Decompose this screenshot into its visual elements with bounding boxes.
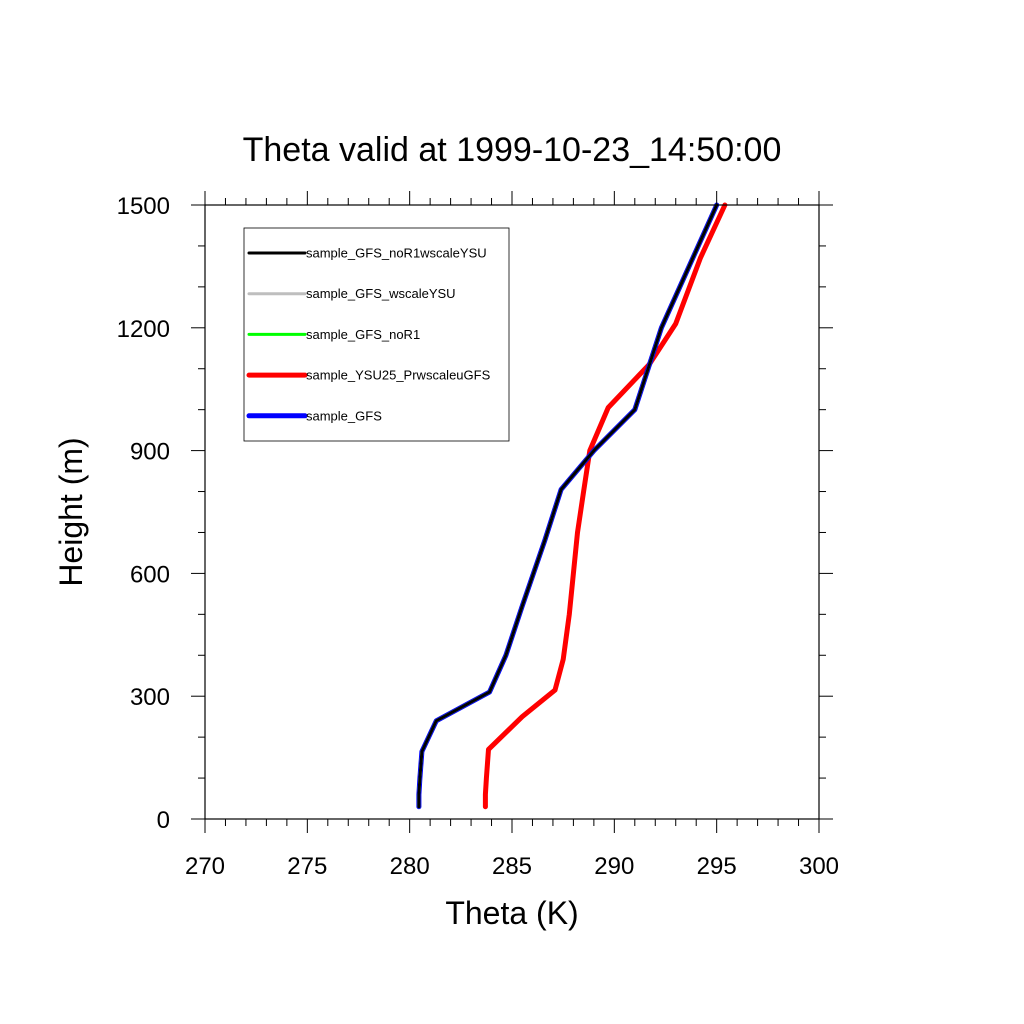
y-tick-label: 1200 bbox=[117, 316, 170, 343]
x-tick-label: 285 bbox=[492, 853, 532, 880]
axis-tick-labels: 270 275 280 285 290 295 300 0 300 600 900 1200 1500 bbox=[117, 193, 839, 880]
plot-lines bbox=[416, 202, 728, 810]
legend-label: sample_GFS_noR1wscaleYSU bbox=[306, 246, 487, 261]
x-tick-label: 275 bbox=[287, 853, 327, 880]
y-tick-label: 900 bbox=[130, 439, 170, 466]
legend-label: sample_GFS_wscaleYSU bbox=[306, 286, 456, 301]
x-tick-label: 290 bbox=[594, 853, 634, 880]
y-tick-label: 300 bbox=[130, 684, 170, 711]
series-line-3 bbox=[482, 202, 728, 810]
x-tick-label: 280 bbox=[390, 853, 430, 880]
legend-label: sample_YSU25_PrwscaleuGFS bbox=[306, 368, 491, 383]
x-tick-label: 295 bbox=[697, 853, 737, 880]
y-tick-label: 0 bbox=[157, 807, 170, 834]
axis-ticks bbox=[191, 191, 833, 833]
y-tick-label: 1500 bbox=[117, 193, 170, 220]
x-tick-label: 300 bbox=[799, 853, 839, 880]
chart-legend: sample_GFS_noR1wscaleYSU sample_GFS_wscal… bbox=[243, 227, 510, 442]
y-tick-label: 600 bbox=[130, 561, 170, 588]
chart-title: Theta valid at 1999-10-23_14:50:00 bbox=[243, 131, 782, 169]
x-tick-label: 270 bbox=[185, 853, 225, 880]
x-axis-label: Theta (K) bbox=[445, 895, 578, 931]
legend-label: sample_GFS bbox=[306, 408, 382, 423]
series-line-0 bbox=[417, 203, 719, 809]
y-axis-label: Height (m) bbox=[53, 437, 89, 586]
legend-label: sample_GFS_noR1 bbox=[306, 327, 420, 342]
